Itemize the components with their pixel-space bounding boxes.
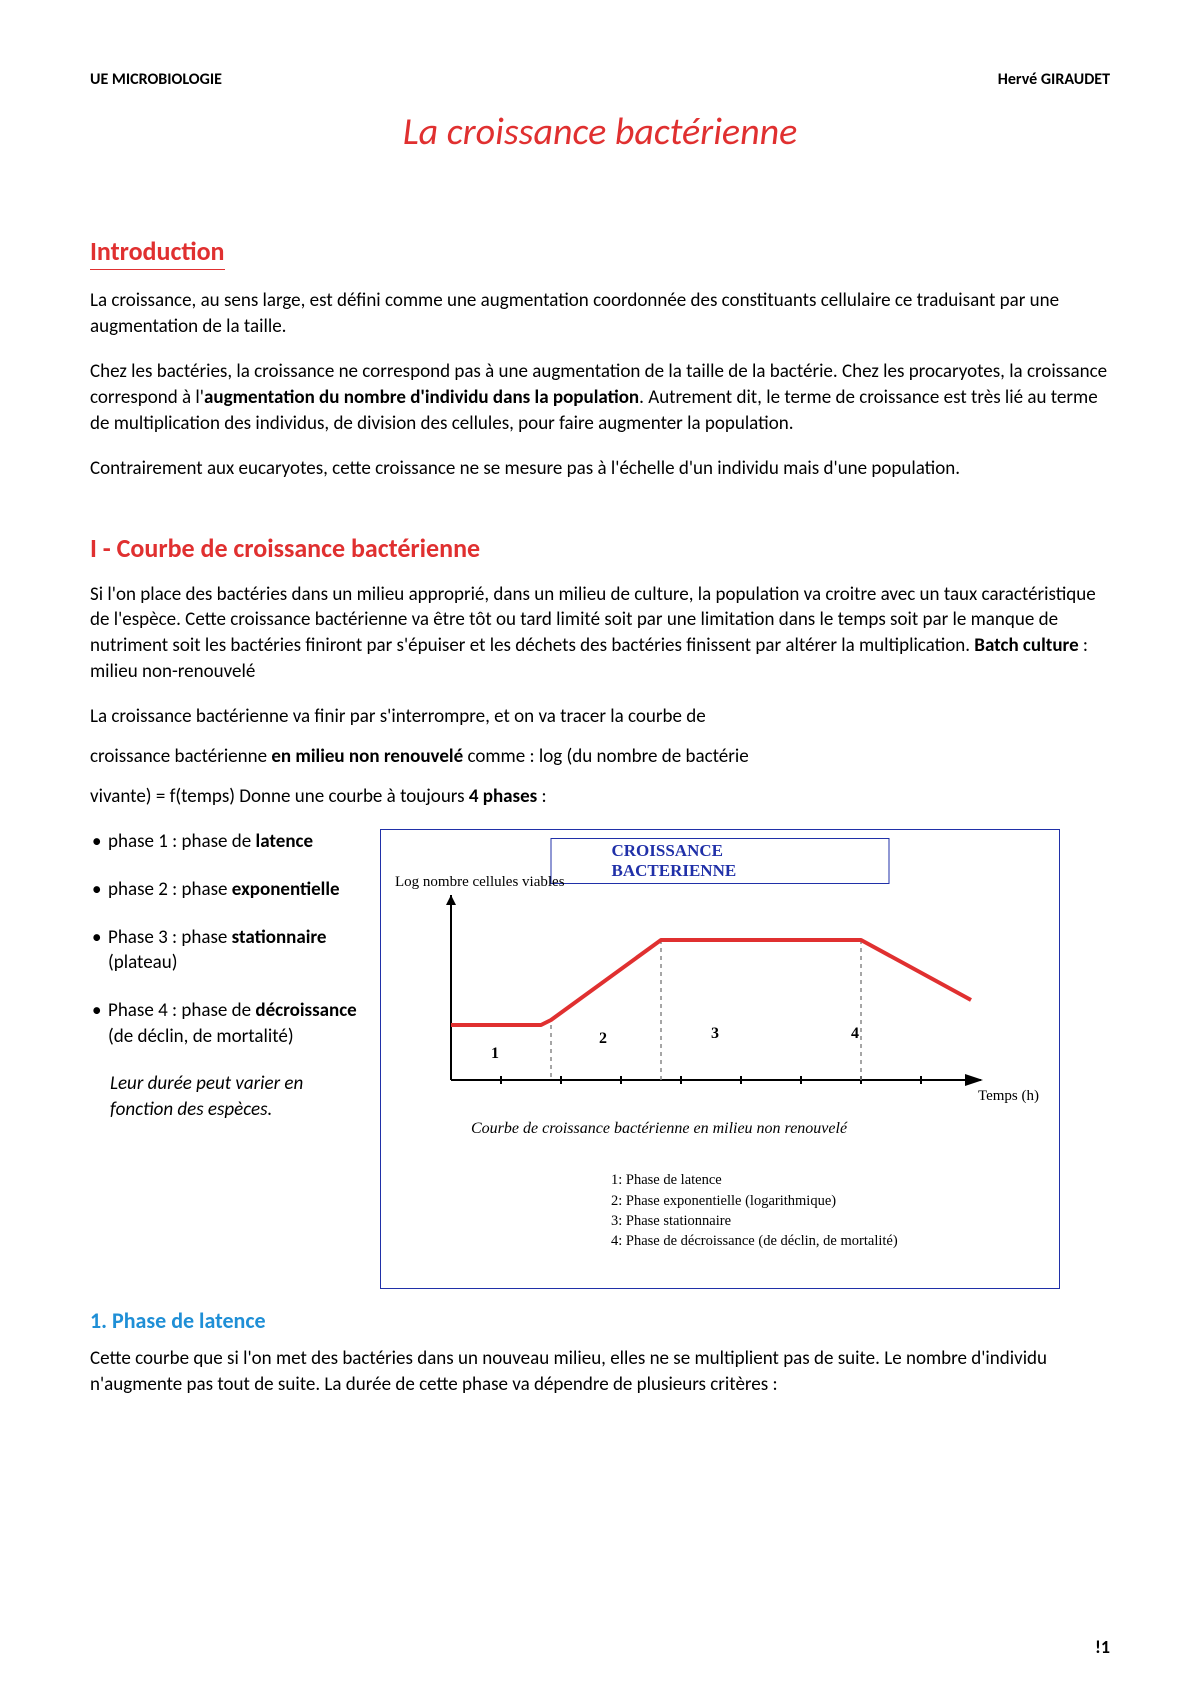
intro-p2: Chez les bactéries, la croissance ne cor… (90, 359, 1110, 436)
heading-intro: Introduction (90, 235, 225, 270)
sub1-p1: Cette courbe que si l'on met des bactéri… (90, 1346, 1110, 1397)
header-right: Hervé GIRAUDET (998, 70, 1110, 89)
intro-p3: Contrairement aux eucaryotes, cette croi… (90, 456, 1110, 482)
phase-list-item: Phase 3 : phase stationnaire (plateau) (90, 925, 360, 976)
legend-line: 2: Phase exponentielle (logarithmique) (611, 1191, 898, 1211)
page-header: UE MICROBIOLOGIE Hervé GIRAUDET (90, 70, 1110, 89)
growth-curve-chart: CROISSANCE BACTERIENNE Log nombre cellul… (380, 829, 1060, 1289)
phase-number-label: 3 (711, 1025, 719, 1043)
chart-column: CROISSANCE BACTERIENNE Log nombre cellul… (380, 829, 1110, 1289)
section1-p1: Si l'on place des bactéries dans un mili… (90, 582, 1110, 685)
chart-xlabel: Temps (h) (978, 1088, 1039, 1105)
chart-svg (381, 830, 1057, 1110)
section1-p4: vivante) = f(temps) Donne une courbe à t… (90, 784, 1110, 810)
legend-line: 4: Phase de décroissance (de déclin, de … (611, 1231, 898, 1251)
legend-line: 1: Phase de latence (611, 1170, 898, 1190)
phase-list-item: phase 1 : phase de latence (90, 829, 360, 855)
phase-list-item: Phase 4 : phase de décroissance (de décl… (90, 998, 360, 1049)
phase-list-item: phase 2 : phase exponentielle (90, 877, 360, 903)
phases-note: Leur durée peut varier en fonction des e… (90, 1071, 360, 1122)
page-number: !1 (1095, 1636, 1110, 1658)
phase-number-label: 1 (491, 1045, 499, 1063)
section1-p2: La croissance bactérienne va finir par s… (90, 704, 1110, 730)
section1-p3: croissance bactérienne en milieu non ren… (90, 744, 1110, 770)
phase-number-label: 4 (851, 1025, 859, 1043)
legend-line: 3: Phase stationnaire (611, 1211, 898, 1231)
header-left: UE MICROBIOLOGIE (90, 70, 222, 89)
chart-legend: 1: Phase de latence2: Phase exponentiell… (611, 1170, 898, 1251)
chart-caption: Courbe de croissance bactérienne en mili… (471, 1120, 847, 1138)
intro-p1: La croissance, au sens large, est défini… (90, 288, 1110, 339)
heading-sub-1: 1. Phase de latence (90, 1307, 1110, 1334)
document-title: La croissance bactérienne (90, 109, 1110, 155)
heading-section-1: I - Courbe de croissance bactérienne (90, 532, 1110, 564)
phase-list-column: phase 1 : phase de latence phase 2 : phas… (90, 829, 360, 1289)
phase-number-label: 2 (599, 1030, 607, 1048)
